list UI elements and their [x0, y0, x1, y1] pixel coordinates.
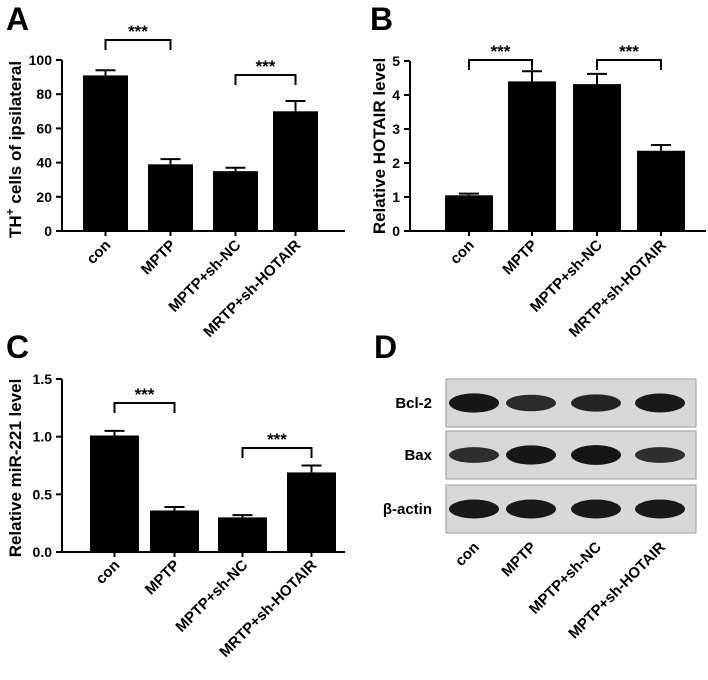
panel-a-significance-label: *** [128, 22, 148, 41]
panel-b-y-tick-label: 1 [392, 189, 400, 205]
panel-a-y-tick-label: 0 [44, 223, 52, 239]
blot-band [506, 394, 556, 412]
blot-band [571, 499, 621, 519]
panel-a-bar [213, 171, 258, 231]
panel-c-y-tick-label: 0.5 [33, 486, 53, 502]
panel-b-y-tick-label: 3 [392, 121, 400, 137]
panel-c-y-tick-label: 1.0 [33, 429, 53, 445]
panel-c-y-axis-label: Relative miR-221 level [6, 379, 25, 558]
panel-c-bar [150, 510, 199, 552]
panel-c-x-tick-label: con [92, 557, 123, 588]
blot-band [449, 499, 499, 519]
blot-row-label: Bax [404, 447, 432, 464]
blot-row-label: Bcl-2 [395, 395, 432, 412]
panel-c-y-tick-label: 1.5 [33, 371, 53, 387]
blot-band [449, 393, 499, 413]
panel-b-x-tick-label: con [447, 237, 478, 268]
panel-a-y-tick-label: 40 [36, 155, 52, 171]
blot-band [635, 499, 685, 519]
panel-a-y-tick-label: 60 [36, 120, 52, 136]
panel-a-y-tick-label: 20 [36, 189, 52, 205]
panel-a-y-label-rest: cells of ipsilateral [6, 61, 25, 208]
panel-a-y-tick-label: 80 [36, 86, 52, 102]
panel-a-significance-bracket [104, 39, 172, 50]
panel-b-x-tick-label: MPTP [499, 237, 540, 278]
panel-label-d: D [374, 329, 397, 365]
panel-c-significance-label: *** [135, 385, 155, 404]
panel-b-significance-label: *** [491, 42, 511, 61]
panel-b-y-tick-label: 0 [392, 223, 400, 239]
panel-b-y-axis-label: Relative HOTAIR level [370, 58, 389, 234]
panel-a-bar [273, 111, 318, 231]
panel-c-significance-label: *** [267, 430, 287, 449]
panel-c-x-tick-label: MPTP [142, 557, 183, 598]
blot-row-label: β-actin [383, 501, 432, 518]
blot-band [571, 445, 621, 465]
blot-band [506, 445, 556, 465]
panel-b-bar [508, 81, 556, 232]
panel-b-y-tick-label: 5 [392, 53, 400, 69]
panel-b-significance-label: *** [619, 42, 639, 61]
panel-c-significance-bracket [113, 402, 176, 413]
panel-label-c: C [6, 329, 29, 365]
panel-b-y-tick-label: 2 [392, 155, 400, 171]
panel-a-bar [83, 75, 128, 231]
panel-a-bar [148, 164, 193, 231]
panel-a-x-tick-label: con [83, 237, 114, 268]
panel-a-x-tick-label: MPTP [138, 237, 179, 278]
panel-label-b: B [370, 1, 393, 37]
panel-c-bar [218, 517, 267, 552]
panel-b-significance-bracket [468, 59, 533, 70]
panel-c-y-tick-label: 0.0 [33, 544, 53, 560]
panel-a-significance-label: *** [256, 57, 276, 76]
panel-b-significance-bracket [596, 59, 662, 70]
panel-b-y-tick-label: 4 [392, 87, 400, 103]
blot-band [571, 394, 621, 412]
blot-band [635, 393, 685, 413]
blot-lane-label: con [452, 539, 483, 570]
panel-b-bar [637, 150, 685, 231]
panel-a-y-axis-label: TH+ cells of ipsilateral [3, 61, 25, 238]
panel-c-bar [287, 472, 336, 552]
panel-a-y-tick-label: 100 [29, 52, 53, 68]
blot-band [506, 499, 556, 519]
panel-b-bar [573, 84, 621, 232]
blot-band [449, 447, 499, 463]
panel-label-a: A [6, 1, 29, 37]
panel-c-x-tick-label: MPTP+sh-NC [172, 557, 251, 636]
blot-band [635, 447, 685, 463]
panel-b-bar [445, 195, 493, 231]
panel-a-significance-bracket [234, 74, 297, 85]
panel-c-significance-bracket [241, 447, 313, 458]
panel-c-bar [90, 435, 139, 552]
panel-a-y-label-sup: + [3, 208, 17, 215]
blot-lane-label: MPTP [498, 539, 539, 580]
panel-a-y-label-main: TH [6, 215, 25, 238]
